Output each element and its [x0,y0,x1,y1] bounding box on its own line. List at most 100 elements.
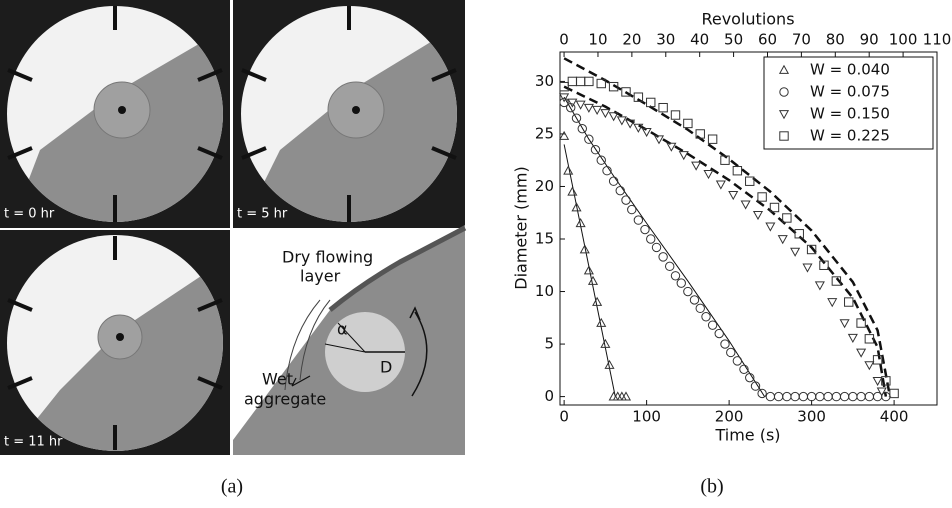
marker [602,166,612,176]
marker [567,76,578,87]
marker [814,281,825,291]
marker [745,372,755,383]
marker [676,278,686,288]
photo-frame: t = 11 hr [0,230,230,455]
marker [790,391,800,402]
marker [856,318,866,328]
marker [864,391,875,402]
marker [575,100,586,110]
marker [848,391,858,402]
marker [592,105,603,116]
marker [571,202,582,212]
marker [802,263,813,273]
x-tick-label: 0 [559,408,569,426]
marker [633,123,644,133]
marker [844,297,854,307]
diagram-label: Dry flowing [282,248,373,267]
marker [872,376,883,387]
diagram-label: aggregate [244,390,326,409]
marker [575,76,586,87]
marker [621,87,631,97]
marker [806,244,817,255]
x2-tick-label: 80 [826,31,845,49]
frame-label: t = 11 hr [4,435,63,450]
marker [715,180,726,190]
marker [670,110,681,120]
fit-line [563,57,892,397]
marker [757,388,767,399]
x2-tick-label: 20 [622,31,641,49]
marker [670,271,681,281]
diagram-label: D [380,358,392,377]
y-tick-label: 10 [535,282,554,300]
x-tick-label: 100 [632,408,661,426]
diagram: Dry flowing layer Wet aggregate α D [233,225,467,455]
marker [720,155,730,165]
marker [646,97,656,108]
marker [864,361,875,371]
marker [856,391,866,402]
marker [579,244,590,254]
marker [584,76,594,87]
plot-frame [559,51,938,406]
marker [567,98,578,108]
marker [584,134,594,144]
marker [683,286,693,297]
marker [653,135,665,145]
marker [615,185,625,196]
marker [596,155,606,165]
marker [621,195,631,205]
marker [583,103,594,113]
photo-frame: t = 0 hr [0,0,230,228]
legend-marker [778,110,790,120]
x-label: Time (s) [714,426,780,445]
marker [720,339,730,349]
marker [596,78,606,89]
marker [587,275,599,285]
marker [608,81,619,92]
marker [823,391,833,402]
marker [876,387,887,397]
marker [666,142,677,152]
marker [590,145,601,155]
legend-label: W = 0.075 [810,83,890,101]
marker [658,252,668,262]
marker [815,391,825,402]
fit-line [563,96,766,397]
marker [608,112,619,122]
marker [782,213,792,223]
marker [750,381,761,391]
marker [689,295,700,305]
x2-tick-label: 40 [690,31,709,49]
x2-label: Revolutions [701,10,794,29]
y-tick-label: 0 [544,387,554,405]
diagram-label: layer [300,267,341,286]
frame-label: t = 0 hr [4,207,55,222]
marker [695,303,705,314]
marker [592,296,603,306]
marker [839,391,850,402]
marker [678,151,689,161]
marker [571,113,582,123]
marker [773,391,784,402]
marker [739,364,749,374]
x2-tick-label: 30 [656,31,675,49]
marker [728,191,739,201]
marker [577,123,587,134]
marker [600,109,611,119]
marker [640,224,650,235]
marker [726,347,736,358]
marker [658,102,668,113]
marker [794,229,804,239]
marker [864,334,875,344]
x2-tick-label: 60 [758,31,777,49]
photo-frame: t = 5 hr [233,0,465,228]
marker [847,333,858,343]
marker [683,118,693,129]
x2-tick-label: 0 [559,31,569,49]
marker [765,222,776,232]
marker [695,129,705,139]
marker [806,391,817,402]
marker [732,356,743,366]
marker [831,276,842,286]
